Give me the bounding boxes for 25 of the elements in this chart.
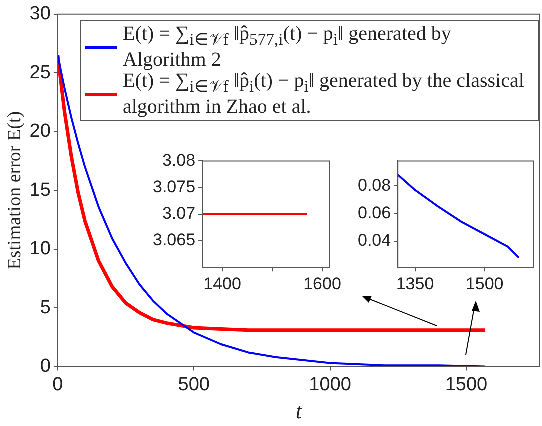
y-axis-title: Estimation error E(t) bbox=[4, 111, 26, 270]
y-tick-label: 5 bbox=[40, 297, 51, 318]
y-tick-label: 0.08 bbox=[358, 176, 392, 195]
y-tick-label: 0.04 bbox=[358, 231, 392, 250]
y-tick-label: 15 bbox=[30, 180, 51, 201]
y-tick-label: 0 bbox=[40, 356, 51, 378]
y-tick-label: 20 bbox=[30, 121, 51, 142]
y-tick-label: 10 bbox=[30, 238, 51, 260]
x-tick-label: 1600 bbox=[304, 274, 342, 294]
y-tick-label: 30 bbox=[30, 4, 51, 25]
x-tick-label: 500 bbox=[178, 374, 210, 396]
text: E(t) = ∑$_{i∈𝒱f}$ ‖p̂$_{577,i}$(t) − p$_{i}$‖ generated by Algorithm 2 bbox=[123, 23, 452, 71]
y-tick-label: 3.075 bbox=[152, 177, 196, 196]
y-tick-label: 3.065 bbox=[152, 230, 196, 250]
x-tick-label: 1000 bbox=[309, 374, 352, 396]
x-tick-label: 1350 bbox=[396, 274, 434, 294]
y-tick-label: 0.06 bbox=[358, 203, 392, 222]
y-tick-label: 3.07 bbox=[162, 204, 196, 224]
x-tick-label: 1500 bbox=[445, 374, 488, 396]
y-tick-label: 3.08 bbox=[162, 150, 196, 170]
legend-label: E(t) = ∑$_{i∈𝒱f}$ ‖p̂$_{i}$(t) − p$_{i}$‖ generated by the classical algorithm in Zhao et al. bbox=[123, 70, 526, 118]
x-tick-label: 1500 bbox=[466, 274, 504, 294]
x-axis-title: t bbox=[296, 398, 303, 424]
y-tick-label: 25 bbox=[30, 62, 51, 84]
x-tick-label: 1400 bbox=[204, 274, 242, 294]
